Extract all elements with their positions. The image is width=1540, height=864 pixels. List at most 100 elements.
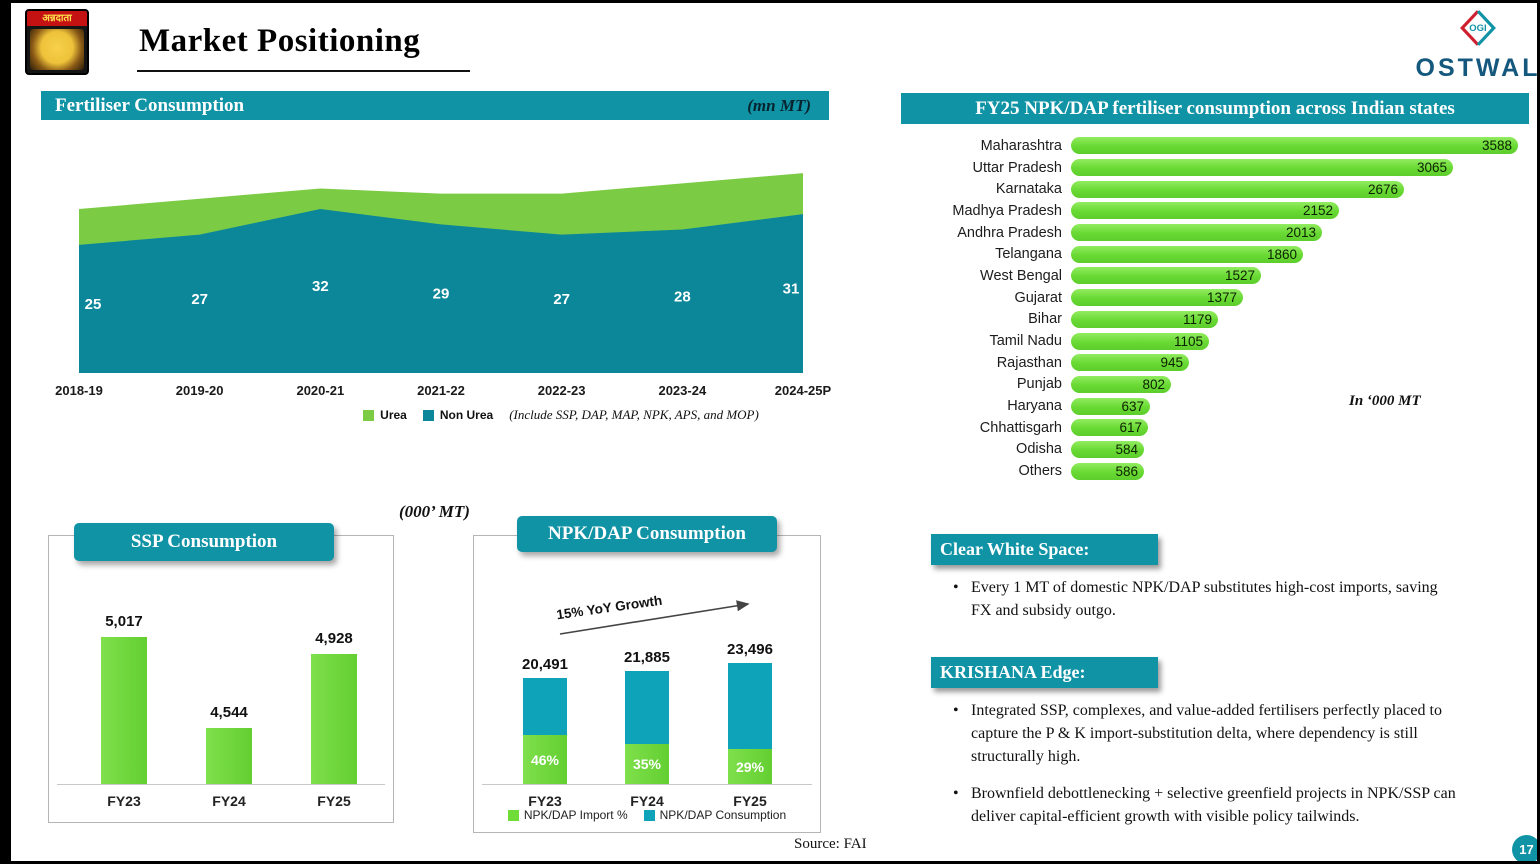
x-axis-label: 2023-24: [658, 383, 707, 398]
npk-import-pct-label: 46%: [530, 751, 560, 768]
ssp-header: SSP Consumption: [74, 523, 334, 561]
state-bar-area: 637: [1071, 397, 1534, 415]
fertiliser-unit-label: (mn MT): [747, 96, 811, 115]
state-row: Rajasthan 945: [909, 352, 1534, 374]
urea-legend-label: Urea: [380, 408, 407, 422]
state-value-label: 637: [1121, 398, 1144, 414]
state-row: Uttar Pradesh 3065: [909, 157, 1534, 179]
non-urea-value-label: 28: [674, 288, 691, 305]
state-value-label: 2013: [1285, 225, 1316, 241]
ssp-value-label: 4,928: [315, 630, 353, 647]
x-axis-label: 2024-25P: [774, 383, 832, 398]
state-bar-area: 586: [1071, 462, 1534, 480]
npk-import-legend-item: NPK/DAP Import %: [507, 808, 628, 822]
state-row: Others 586: [909, 460, 1534, 482]
title-underline: [137, 70, 470, 72]
clear-white-space-bullets: Every 1 MT of domestic NPK/DAP substitut…: [949, 576, 1461, 635]
fertiliser-consumption-header: Fertiliser Consumption (mn MT): [41, 91, 829, 120]
state-row: Madhya Pradesh 2152: [909, 200, 1534, 222]
npk-consumption-bar: [728, 663, 772, 749]
state-label: Karnataka: [995, 181, 1062, 198]
npk-import-bar: [728, 749, 772, 784]
npk-consumption-panel: NPK/DAP Consumption 15% YoY Growth 46% 20…: [473, 516, 821, 833]
npk-x-label: FY25: [733, 793, 767, 809]
state-value-label: 1527: [1224, 268, 1255, 284]
state-label: Rajasthan: [996, 354, 1062, 371]
non-urea-legend-label: Non Urea: [439, 408, 494, 422]
state-row: Andhra Pradesh 2013: [909, 222, 1534, 244]
state-label: Maharashtra: [980, 137, 1062, 154]
state-bar: 1377: [1071, 289, 1243, 307]
state-label: Punjab: [1016, 376, 1062, 393]
non-urea-value-label: 27: [553, 291, 570, 308]
ssp-value-label: 5,017: [105, 613, 143, 630]
state-label: Tamil Nadu: [989, 333, 1062, 350]
npk-x-label: FY23: [528, 793, 562, 809]
state-row: Chhattisgarh 617: [909, 417, 1534, 439]
state-bar-area: 3065: [1071, 159, 1534, 177]
non-urea-value-label: 29: [433, 286, 450, 303]
npk-total-label: 23,496: [727, 641, 773, 658]
npk-x-label: FY24: [630, 793, 664, 809]
state-bar: 1105: [1071, 332, 1209, 350]
state-label: Uttar Pradesh: [972, 159, 1062, 176]
non-urea-value-label: 27: [191, 291, 208, 308]
state-bar: 3588: [1071, 137, 1518, 155]
x-axis-label: 2020-21: [296, 383, 345, 398]
state-value-label: 1105: [1173, 333, 1203, 349]
ostwal-wordmark: OSTWAL: [1415, 54, 1540, 82]
state-row: Gujarat 1377: [909, 287, 1534, 309]
state-bar-area: 2676: [1071, 180, 1534, 198]
state-value-label: 586: [1115, 463, 1138, 479]
state-bar: 2676: [1071, 180, 1404, 198]
npk-import-pct-label: 35%: [632, 756, 662, 772]
state-bar: 1179: [1071, 310, 1218, 328]
state-bar: 1860: [1071, 245, 1303, 263]
state-row: Haryana 637: [909, 395, 1534, 417]
state-bar-area: 1527: [1071, 267, 1534, 285]
state-bar: 2152: [1071, 202, 1339, 220]
bullet-item: Every 1 MT of domestic NPK/DAP substitut…: [949, 576, 1461, 622]
non-urea-value-label: 32: [312, 278, 329, 295]
states-bar-chart: Maharashtra 3588 Uttar Pradesh 3065 Karnatak…: [909, 135, 1534, 482]
state-label: Telangana: [995, 246, 1062, 263]
npk-import-bar: [625, 744, 669, 784]
state-row: West Bengal 1527: [909, 265, 1534, 287]
state-label: Chhattisgarh: [979, 419, 1062, 436]
npk-consumption-legend-swatch: [643, 809, 655, 821]
state-bar: 617: [1071, 419, 1148, 437]
npk-total-label: 21,885: [624, 649, 670, 666]
state-bar-area: 1105: [1071, 332, 1534, 350]
npk-header: NPK/DAP Consumption: [517, 516, 777, 552]
krishana-edge-bullets: Integrated SSP, complexes, and value-add…: [949, 699, 1461, 841]
state-bar: 584: [1071, 440, 1144, 458]
state-bar-area: 802: [1071, 375, 1534, 393]
ssp-axis-line: [57, 784, 385, 785]
npk-consumption-legend-label: NPK/DAP Consumption: [659, 808, 787, 822]
state-label: Andhra Pradesh: [957, 224, 1062, 241]
state-row: Odisha 584: [909, 439, 1534, 461]
state-label: Gujarat: [1014, 289, 1062, 306]
area-chart-legend: Urea Non Urea (Include SSP, DAP, MAP, NP…: [211, 407, 911, 423]
page-title: Market Positioning: [139, 23, 421, 59]
states-chart-header: FY25 NPK/DAP fertiliser consumption acro…: [901, 93, 1529, 124]
ssp-x-label: FY24: [212, 793, 246, 809]
state-bar-area: 2152: [1071, 202, 1534, 220]
state-bar-area: 584: [1071, 440, 1534, 458]
ostwal-mark-text: OGI: [1469, 23, 1486, 34]
state-row: Telangana 1860: [909, 243, 1534, 265]
legend-note: (Include SSP, DAP, MAP, NPK, APS, and MO…: [509, 407, 759, 422]
state-value-label: 3065: [1416, 160, 1447, 176]
state-label: Haryana: [1007, 398, 1062, 415]
state-bar: 802: [1071, 375, 1171, 393]
state-value-label: 802: [1142, 376, 1165, 392]
state-bar: 945: [1071, 354, 1189, 372]
ostwal-logo: OGI OSTWAL: [1413, 8, 1540, 83]
anndata-logo: अन्नदाता: [25, 9, 89, 75]
non-urea-value-label: 25: [85, 296, 102, 313]
non-urea-area: [79, 209, 803, 373]
npk-consumption-bar: [625, 671, 669, 744]
npk-consumption-bar: [523, 678, 567, 735]
state-bar-area: 1860: [1071, 245, 1534, 263]
